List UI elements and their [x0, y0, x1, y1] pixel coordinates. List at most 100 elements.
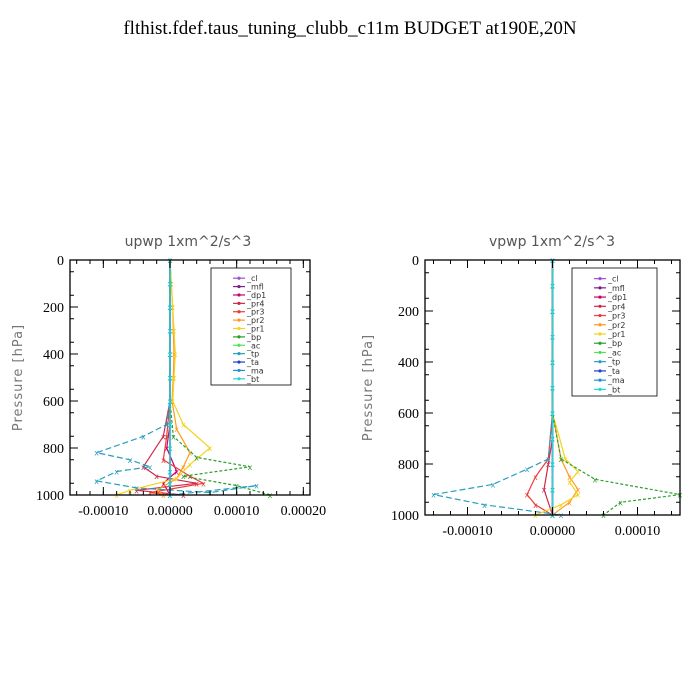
series-point-bt: x — [168, 303, 173, 312]
series-point-dp1: x — [161, 479, 166, 488]
series-point-pr1: x — [559, 501, 564, 510]
series-point-pr4: x — [546, 460, 551, 469]
legend-marker — [237, 284, 241, 289]
series-point-bp: x — [171, 432, 176, 441]
series-point-bp: x — [618, 498, 623, 507]
legend-label: _pr3 — [607, 312, 625, 321]
series-point-pr1: x — [567, 478, 572, 487]
legend-label: _bt — [246, 375, 259, 384]
series-point-tp: x — [491, 480, 496, 489]
legend-marker — [598, 313, 602, 318]
series-point-bt: x — [550, 358, 555, 367]
plot-frame — [69, 259, 311, 496]
series-point-tp: x — [114, 468, 119, 477]
legend-label: _cl — [246, 274, 258, 283]
series-point-pr1: x — [576, 491, 581, 500]
legend-label: _pr1 — [607, 330, 625, 339]
legend-marker — [598, 369, 602, 373]
series-point-bt: x — [550, 460, 555, 469]
series-point-pr1: x — [128, 486, 133, 495]
series-point-pr1: x — [188, 460, 193, 469]
series-line-pr3 — [526, 260, 554, 516]
series-point-bp: x — [194, 453, 199, 462]
legend-label: _ac — [246, 341, 260, 350]
legend-marker — [598, 304, 602, 308]
legend-marker — [237, 276, 241, 280]
series-point-dp1: x — [174, 468, 179, 477]
series-point-bt: x — [168, 479, 173, 488]
x-tick-label: 0.00020 — [281, 504, 327, 519]
x-tick-label: -0.00010 — [442, 524, 492, 539]
legend-label: _tp — [246, 350, 259, 359]
series-point-pr1: x — [563, 455, 568, 464]
legend-label: _tp — [607, 358, 620, 367]
x-tick-label: 0.00000 — [147, 504, 193, 519]
y-tick-label: 0 — [57, 254, 64, 269]
series-point-pr3: x — [525, 491, 530, 500]
series-point-tp: x — [94, 477, 99, 486]
legend-marker — [598, 360, 602, 364]
legend-marker — [237, 326, 241, 331]
legend-marker — [598, 277, 602, 281]
series-point-bt: x — [168, 374, 173, 383]
series-point-pr3: x — [164, 432, 169, 441]
legend-marker — [237, 318, 241, 322]
chart-title: upwp 1xm^2/s^3 — [125, 234, 252, 250]
series-point-bt: x — [168, 327, 173, 336]
x-tick-label: 0.00010 — [214, 504, 260, 519]
x-tick-label: 0.00010 — [615, 524, 661, 539]
y-axis-label: Pressure [hPa] — [361, 334, 376, 441]
legend-marker — [237, 335, 241, 339]
series-point-pr3: x — [533, 473, 538, 482]
legend-label: _ta — [607, 367, 620, 376]
series-point-pr2: x — [172, 350, 177, 359]
series-point-bt: x — [550, 409, 555, 418]
y-axis-label: Pressure [hPa] — [11, 324, 26, 431]
y-tick-label: 600 — [43, 395, 64, 410]
legend-label: _mfl — [607, 284, 625, 293]
y-tick-label: 0 — [412, 254, 419, 269]
legend-label: _ma — [607, 376, 625, 385]
series-point-pr2: x — [174, 425, 179, 434]
chart-title: vpwp 1xm^2/s^3 — [489, 234, 615, 250]
legend-marker — [237, 352, 241, 356]
legend-label: _ma — [246, 366, 264, 375]
legend-label: _pr2 — [246, 316, 264, 325]
legend-label: _pr2 — [607, 321, 625, 330]
y-tick-label: 1000 — [36, 489, 64, 504]
legend-box — [210, 267, 292, 386]
legend-marker — [237, 368, 241, 373]
legend-marker — [598, 295, 602, 299]
legend-label: _bp — [246, 333, 261, 342]
page-title: flthist.fdef.taus_tuning_clubb_c11m BUDG… — [123, 18, 577, 39]
x-tick-label: -0.00010 — [78, 504, 128, 519]
y-tick-label: 1000 — [391, 509, 419, 524]
legend-label: _mfl — [246, 283, 264, 292]
series-point-pr4: x — [161, 432, 166, 441]
series-point-pr1: x — [170, 303, 175, 312]
series-point-tp: x — [148, 463, 153, 472]
series-point-tp: x — [128, 456, 133, 465]
legend-marker — [598, 332, 602, 336]
y-tick-label: 600 — [398, 407, 419, 422]
legend-label: _pr3 — [246, 308, 264, 317]
series-point-pr3: x — [201, 479, 206, 488]
series-point-pr4: x — [542, 486, 547, 495]
series-point-bt: x — [550, 307, 555, 316]
legend-marker — [237, 310, 241, 314]
legend-marker — [237, 360, 241, 364]
legend-marker — [598, 286, 602, 290]
legend-label: _pr1 — [246, 325, 264, 334]
series-point-tp: x — [141, 432, 146, 441]
series-point-pr2: x — [576, 486, 581, 495]
series-line-tp — [433, 260, 562, 516]
legend-label: _cl — [607, 275, 619, 284]
series-point-pr3: x — [533, 501, 538, 510]
legend-marker — [598, 323, 602, 327]
series-point-pr1: x — [181, 421, 186, 430]
legend-marker — [237, 293, 241, 297]
x-tick-label: 0.00000 — [530, 524, 576, 539]
legend-marker — [237, 301, 241, 305]
